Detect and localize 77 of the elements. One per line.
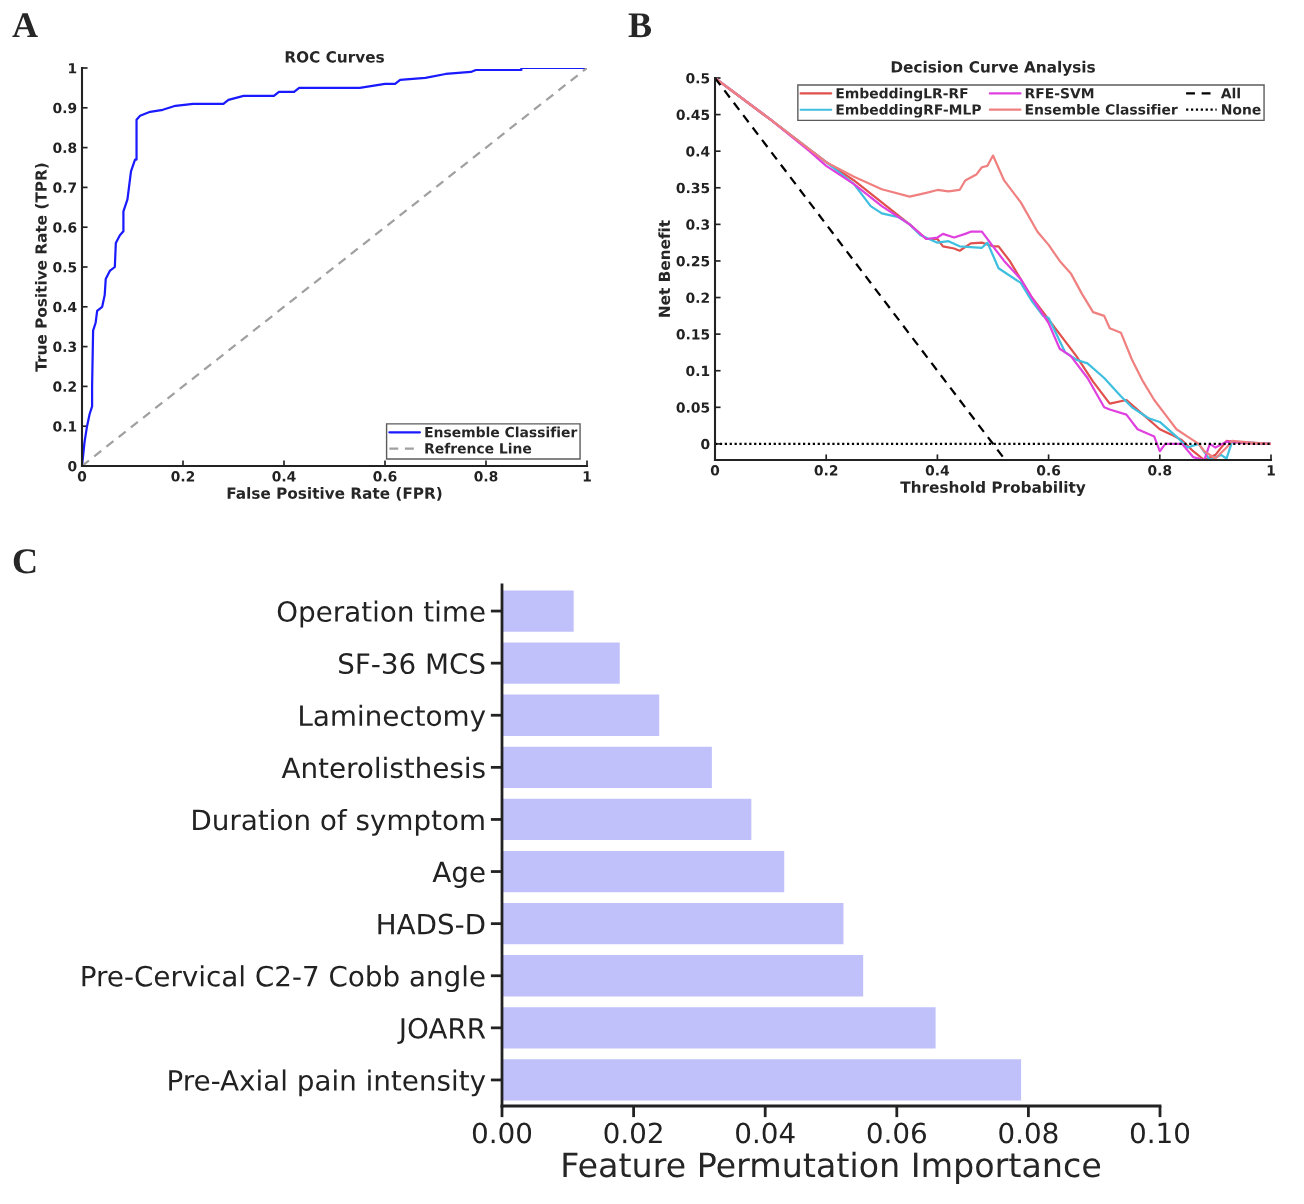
line-series [82, 68, 587, 466]
x-tick-label: 0.2 [171, 471, 195, 482]
x-tick-label: 1 [1267, 465, 1275, 476]
y-tick-label: 0.25 [676, 255, 710, 267]
y-tick-label: 0.15 [676, 329, 710, 340]
text: C [13, 549, 36, 574]
x-tick-label: 0.6 [1036, 465, 1061, 476]
bar [502, 588, 576, 634]
chart-title: ROC Curves [285, 51, 384, 63]
y-tick-label: HADS-D [378, 913, 485, 935]
y-tick-label: 0.1 [686, 365, 710, 377]
x-axis-title: False Positive Rate (FPR) [227, 487, 442, 501]
y-tick-label: 0.6 [53, 222, 77, 233]
y-tick-label: 0.9 [53, 102, 77, 114]
bar [502, 953, 865, 998]
legend-label: Refrence Line [425, 442, 532, 454]
y-tick-label: 0.4 [686, 146, 710, 157]
y-tick-label: 0.35 [676, 182, 710, 194]
y-tick-label: 0.45 [676, 109, 710, 121]
y-tick-label: 1 [69, 63, 77, 74]
bar [502, 849, 786, 894]
bar [502, 901, 845, 946]
legend-label: Ensemble Classifier [425, 426, 578, 438]
y-tick-label: 0.4 [53, 301, 77, 313]
line-series [715, 78, 1271, 460]
y-tick-label: 0.2 [686, 292, 709, 304]
y-tick-label: Pre-Axial pain intensity [169, 1069, 486, 1097]
x-tick-label: 1 [583, 471, 591, 482]
x-tick-label: 0.06 [867, 1122, 926, 1144]
legend-label: Ensemble Classifier [1025, 103, 1178, 115]
y-tick-label: Laminectomy [300, 704, 486, 732]
y-tick-label: 0.2 [53, 381, 76, 392]
legend-label: EmbeddingLR-RF [836, 87, 968, 102]
bar [502, 693, 661, 738]
y-axis-title: True Positive Rate (TPR) [34, 163, 49, 372]
y-tick-label: Pre-Cervical C2-7 Cobb angle [82, 965, 485, 993]
y-tick-label: Age [432, 861, 485, 888]
x-axis-title: Feature Permutation Importance [563, 1151, 1101, 1184]
y-tick-label: 0.5 [53, 261, 77, 273]
x-tick-label: 0.00 [472, 1122, 532, 1144]
chart-title: Decision Curve Analysis [891, 60, 1095, 76]
text: A [12, 13, 38, 38]
bar [502, 641, 622, 686]
y-tick-label: Duration of symptom [193, 808, 484, 836]
x-tick-label: 0.10 [1130, 1122, 1190, 1144]
y-tick-label: 0.3 [686, 219, 710, 230]
x-tick-label: 0.08 [999, 1122, 1058, 1144]
x-tick-label: 0.2 [814, 465, 838, 476]
x-tick-label: 0 [710, 465, 720, 476]
y-tick-label: Anterolisthesis [281, 756, 485, 779]
x-tick-label: 0.04 [736, 1122, 795, 1144]
y-tick-label: 0 [701, 438, 710, 450]
bar [502, 1057, 1023, 1103]
bar [502, 797, 753, 842]
x-tick-label: 0.8 [474, 471, 498, 482]
text: B [628, 13, 652, 38]
legend-label: EmbeddingRF-MLP [836, 104, 981, 118]
bar [502, 1005, 937, 1050]
x-axis-title: Threshold Probability [900, 481, 1086, 496]
legend-label: RFE-SVM [1025, 87, 1094, 99]
y-tick-label: SF-36 MCS [339, 653, 485, 675]
y-tick-label: JOARR [397, 1017, 486, 1044]
legend-label: None [1222, 104, 1261, 115]
y-tick-label: 0.8 [53, 142, 77, 154]
y-tick-label: 0.3 [53, 341, 77, 353]
y-tick-label: 0.1 [53, 421, 77, 432]
y-tick-label: 0.5 [686, 72, 710, 84]
y-axis-title: Net Benefit [658, 220, 671, 317]
x-tick-label: 0 [77, 471, 87, 482]
y-tick-label: Operation time [277, 600, 485, 628]
bar [502, 745, 714, 790]
y-tick-label: 0.05 [676, 402, 710, 413]
legend-label: All [1220, 87, 1240, 99]
y-tick-label: 0.7 [53, 182, 77, 193]
x-tick-label: 0.8 [1148, 465, 1172, 476]
x-tick-label: 0.02 [604, 1122, 662, 1144]
x-tick-label: 0.4 [925, 465, 950, 476]
